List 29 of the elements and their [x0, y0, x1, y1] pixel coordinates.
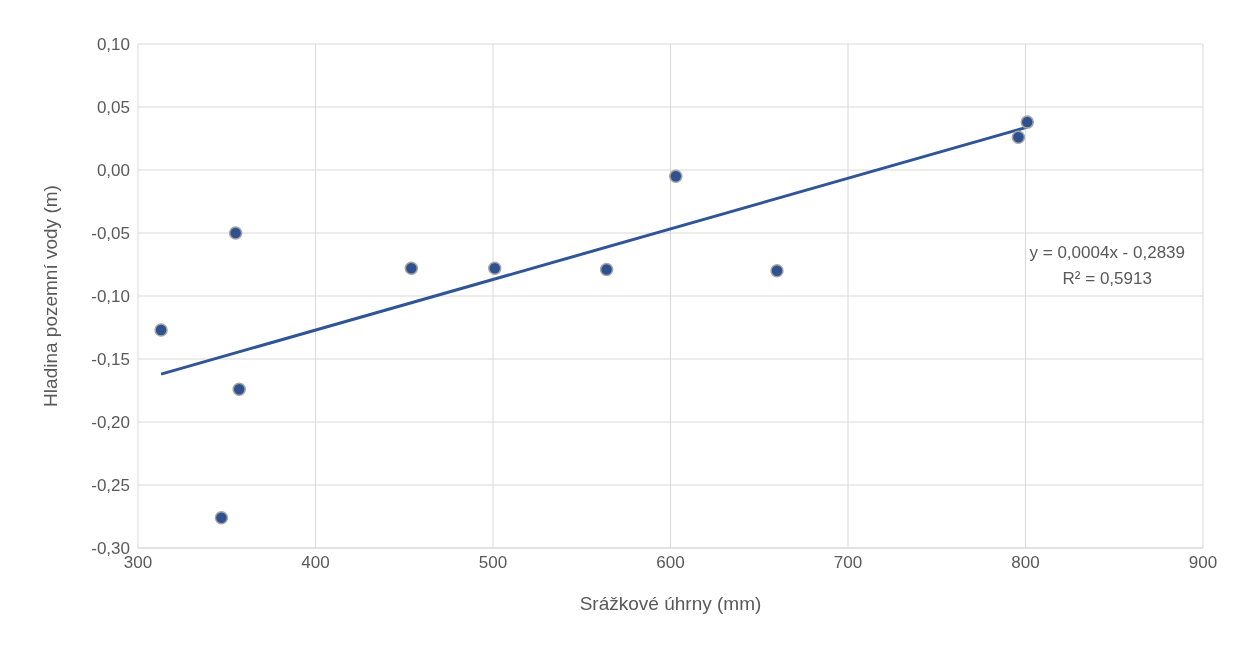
- x-tick-label: 500: [478, 553, 508, 573]
- x-axis-title: Srážkové úhrny (mm): [579, 593, 762, 614]
- x-tick-label: 700: [833, 553, 863, 573]
- y-tick-label: 0,10: [96, 35, 130, 55]
- y-tick-label: 0,00: [96, 161, 130, 181]
- point: [1011, 130, 1026, 144]
- point: [214, 511, 229, 525]
- point: [488, 261, 502, 276]
- y-tick-label: -0,10: [91, 287, 130, 307]
- y-tick-label: -0,05: [91, 224, 130, 244]
- point: [228, 226, 243, 240]
- point: [599, 262, 614, 277]
- x-tick-label: 900: [1188, 553, 1218, 573]
- annotation: R² = 0,5913: [1061, 268, 1153, 290]
- point: [770, 264, 784, 278]
- x-tick-label: 400: [301, 553, 330, 573]
- point: [1020, 115, 1035, 129]
- point: [154, 323, 168, 337]
- point: [669, 169, 683, 184]
- x-tick-label: 600: [656, 553, 685, 573]
- y-tick-label: 0,05: [96, 98, 130, 118]
- y-tick-label: -0,15: [91, 350, 130, 370]
- annotation: y = 0,0004x - 0,2839: [1029, 242, 1185, 264]
- point: [404, 261, 419, 276]
- y-tick-label: -0,20: [91, 413, 130, 433]
- point: [232, 382, 246, 396]
- x-tick-label: 800: [1011, 553, 1040, 573]
- y-axis-title: Hladina pozemní vody (m): [39, 185, 61, 407]
- y-tick-label: -0,25: [91, 476, 130, 496]
